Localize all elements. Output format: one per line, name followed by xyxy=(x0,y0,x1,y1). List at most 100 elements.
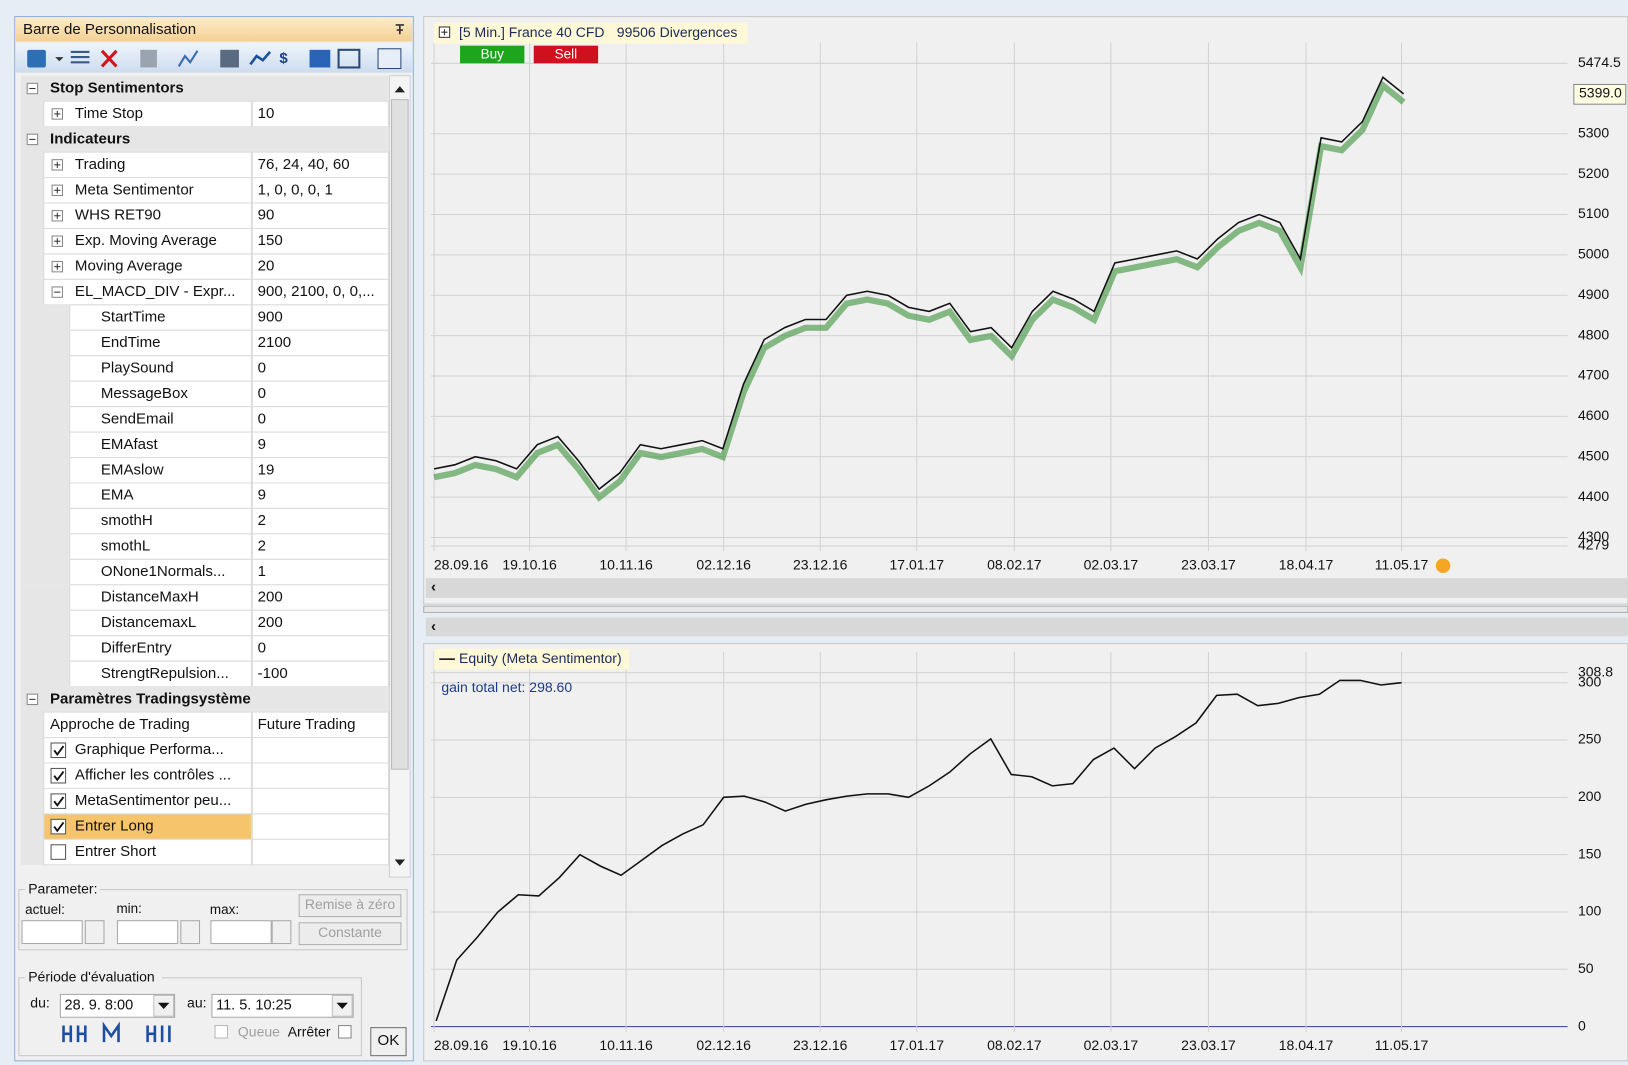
checkbox[interactable] xyxy=(50,844,67,860)
row-margin xyxy=(20,152,44,178)
name-cell[interactable] xyxy=(69,431,252,459)
name-cell[interactable] xyxy=(43,202,252,230)
name-cell[interactable] xyxy=(69,406,252,433)
row-name: MessageBox xyxy=(101,385,188,402)
value-cell[interactable] xyxy=(251,609,389,637)
name-cell[interactable] xyxy=(69,558,252,586)
period-icons[interactable] xyxy=(62,1021,171,1043)
checkbox[interactable] xyxy=(338,1025,352,1039)
value-cell[interactable] xyxy=(251,151,389,179)
name-cell[interactable] xyxy=(43,278,252,306)
signal-trace xyxy=(433,80,1406,502)
row-name: StartTime xyxy=(101,309,166,326)
checkbox[interactable] xyxy=(214,1025,229,1039)
name-cell[interactable] xyxy=(43,762,252,789)
scrollbar[interactable] xyxy=(388,75,411,878)
value-cell[interactable] xyxy=(251,380,389,408)
value-cell[interactable] xyxy=(251,329,389,357)
name-cell[interactable] xyxy=(43,813,252,840)
name-cell[interactable] xyxy=(43,737,252,764)
name-cell[interactable] xyxy=(43,711,252,739)
checkbox[interactable] xyxy=(50,767,67,784)
name-cell[interactable] xyxy=(69,355,252,382)
last-price-label: 5399.0 xyxy=(1579,85,1622,101)
row-margin xyxy=(20,661,70,687)
name-cell[interactable] xyxy=(43,227,252,255)
value-cell[interactable] xyxy=(251,660,389,688)
value-cell[interactable] xyxy=(251,355,389,382)
y-tick-label: 4279 xyxy=(1578,537,1609,553)
value-cell[interactable] xyxy=(251,100,389,128)
value-cell[interactable] xyxy=(251,584,389,611)
buy-button[interactable] xyxy=(460,45,525,64)
row-name: EndTime xyxy=(101,334,161,351)
value-cell[interactable] xyxy=(251,813,389,840)
sell-button[interactable] xyxy=(533,45,599,64)
name-cell[interactable] xyxy=(69,482,252,509)
value-cell[interactable] xyxy=(251,202,389,230)
value-cell[interactable] xyxy=(251,431,389,459)
value-cell[interactable] xyxy=(251,533,389,560)
name-cell[interactable] xyxy=(43,100,252,128)
name-cell[interactable] xyxy=(69,329,252,357)
x-tick-label: 17.01.17 xyxy=(890,1037,945,1053)
name-cell[interactable] xyxy=(69,533,252,560)
value-cell[interactable] xyxy=(251,737,389,764)
value-cell[interactable] xyxy=(251,457,389,484)
y-tick-label: 5100 xyxy=(1578,205,1609,221)
button[interactable] xyxy=(298,894,402,918)
checkbox[interactable] xyxy=(50,818,67,835)
name-cell[interactable] xyxy=(69,507,252,535)
combo[interactable] xyxy=(211,993,354,1018)
row-value: 0 xyxy=(258,359,266,376)
row-value: 2 xyxy=(258,512,266,529)
value-cell[interactable] xyxy=(251,711,389,739)
value-cell[interactable] xyxy=(251,762,389,789)
value-cell[interactable] xyxy=(251,253,389,280)
button-label: Constante xyxy=(318,924,382,940)
pin-icon[interactable] xyxy=(395,24,404,35)
y-tick-label: 0 xyxy=(1578,1017,1586,1033)
row-margin xyxy=(20,406,70,433)
name-cell[interactable] xyxy=(43,253,252,280)
name-cell[interactable] xyxy=(69,635,252,662)
checkbox[interactable] xyxy=(50,793,67,809)
name-cell[interactable] xyxy=(69,609,252,637)
name-cell[interactable] xyxy=(43,151,252,179)
x-tick-label: 23.12.16 xyxy=(793,1037,848,1053)
combo[interactable] xyxy=(59,993,176,1018)
value-cell[interactable] xyxy=(251,177,389,204)
value-cell[interactable] xyxy=(251,278,389,306)
y-tick-label: 5300 xyxy=(1578,124,1609,140)
scrollbar[interactable] xyxy=(425,578,1628,598)
y-tick-label: 200 xyxy=(1578,788,1602,804)
name-cell[interactable] xyxy=(69,304,252,331)
y-tick-label: 4500 xyxy=(1578,447,1609,463)
value-cell[interactable] xyxy=(251,787,389,815)
scroll-arrow[interactable]: ‹ xyxy=(431,618,436,635)
scrollbar[interactable] xyxy=(425,617,1628,637)
button[interactable] xyxy=(298,922,402,946)
value-cell[interactable] xyxy=(251,406,389,433)
ok-button[interactable] xyxy=(370,1027,407,1057)
row-name: Trading xyxy=(75,156,125,173)
value-cell[interactable] xyxy=(251,304,389,331)
name-cell[interactable] xyxy=(43,787,252,815)
splitter[interactable] xyxy=(423,605,1628,613)
toolbar-icons[interactable]: $ xyxy=(27,48,402,70)
checkbox[interactable] xyxy=(50,742,67,759)
scroll-arrow[interactable]: ‹ xyxy=(431,578,436,595)
value-cell[interactable] xyxy=(251,507,389,535)
value-cell[interactable] xyxy=(251,558,389,586)
category-title: Stop Sentimentors xyxy=(50,79,184,96)
name-cell[interactable] xyxy=(43,838,252,866)
value-cell[interactable] xyxy=(251,227,389,255)
value-cell[interactable] xyxy=(251,635,389,662)
inputs[interactable] xyxy=(21,920,292,945)
name-cell[interactable] xyxy=(69,457,252,484)
value-cell[interactable] xyxy=(251,838,389,866)
row-margin xyxy=(20,228,44,254)
row-margin xyxy=(20,355,70,382)
value-cell[interactable] xyxy=(251,482,389,509)
